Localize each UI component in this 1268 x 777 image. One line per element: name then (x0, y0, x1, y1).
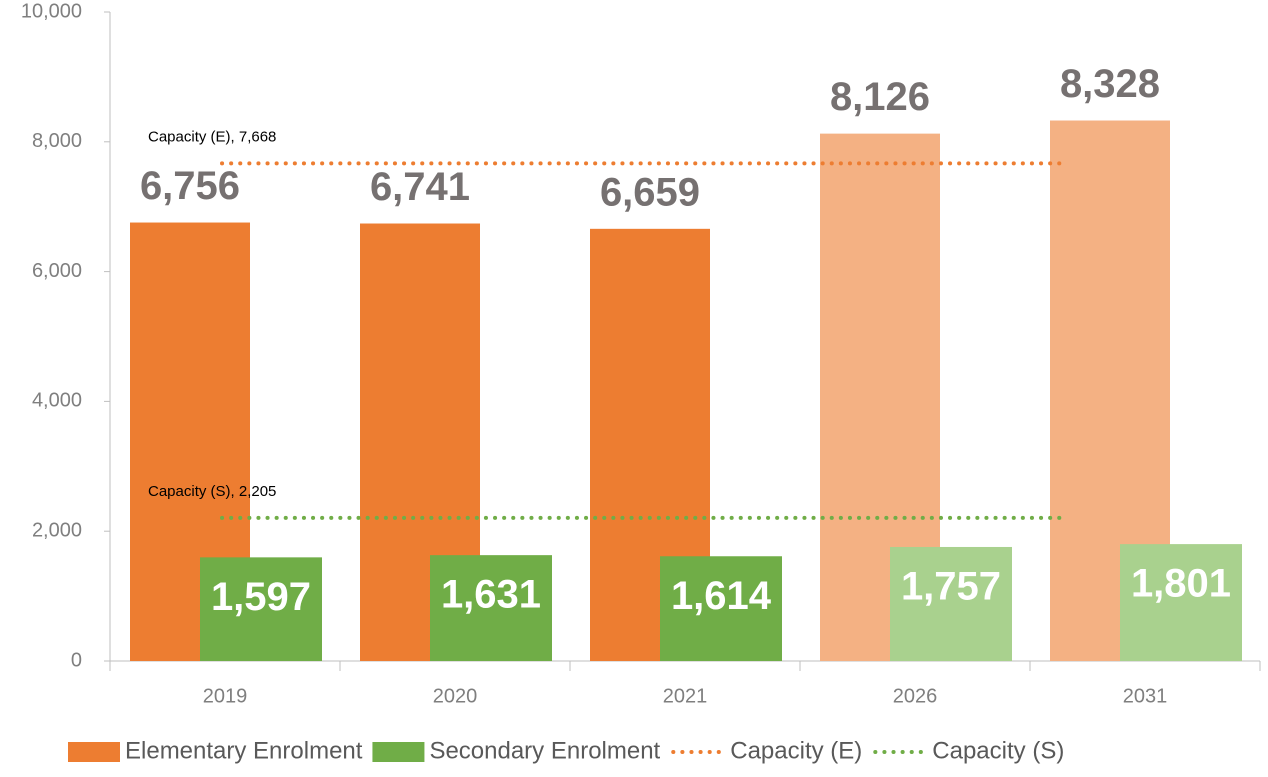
data-label: 6,741 (370, 165, 470, 209)
data-label: 1,614 (671, 574, 772, 618)
data-label: 6,659 (600, 170, 700, 214)
data-label: 8,126 (830, 75, 930, 119)
legend-label: Elementary Enrolment (125, 737, 363, 764)
data-label: 1,597 (211, 575, 311, 619)
data-label: 6,756 (140, 164, 240, 208)
legend-label: Secondary Enrolment (429, 737, 660, 764)
data-label: 1,801 (1131, 562, 1231, 606)
y-tick-label: 0 (71, 649, 82, 671)
x-tick-label: 2026 (893, 685, 938, 707)
data-label: 1,757 (901, 565, 1001, 609)
x-tick-label: 2019 (203, 685, 248, 707)
y-tick-label: 2,000 (32, 519, 82, 541)
bar (200, 557, 322, 661)
legend-label: Capacity (E) (730, 737, 862, 764)
annotation: Capacity (E), 7,668 (148, 128, 276, 145)
y-tick-label: 6,000 (32, 260, 82, 282)
legend-swatch (68, 742, 120, 762)
x-tick-label: 2020 (433, 685, 478, 707)
y-tick-label: 8,000 (32, 130, 82, 152)
legend-swatch (372, 742, 425, 762)
bar (430, 555, 552, 661)
x-tick-label: 2031 (1123, 685, 1168, 707)
legend-label: Capacity (S) (932, 737, 1064, 764)
bar (890, 546, 1012, 661)
x-tick-label: 2021 (663, 685, 708, 707)
data-label: 8,328 (1060, 62, 1160, 106)
data-label: 1,631 (441, 573, 541, 617)
annotation: Capacity (S), 2,205 (148, 483, 276, 500)
bar (660, 556, 782, 661)
y-tick-label: 4,000 (32, 390, 82, 412)
y-tick-label: 10,000 (21, 0, 82, 22)
bar (1120, 544, 1242, 661)
